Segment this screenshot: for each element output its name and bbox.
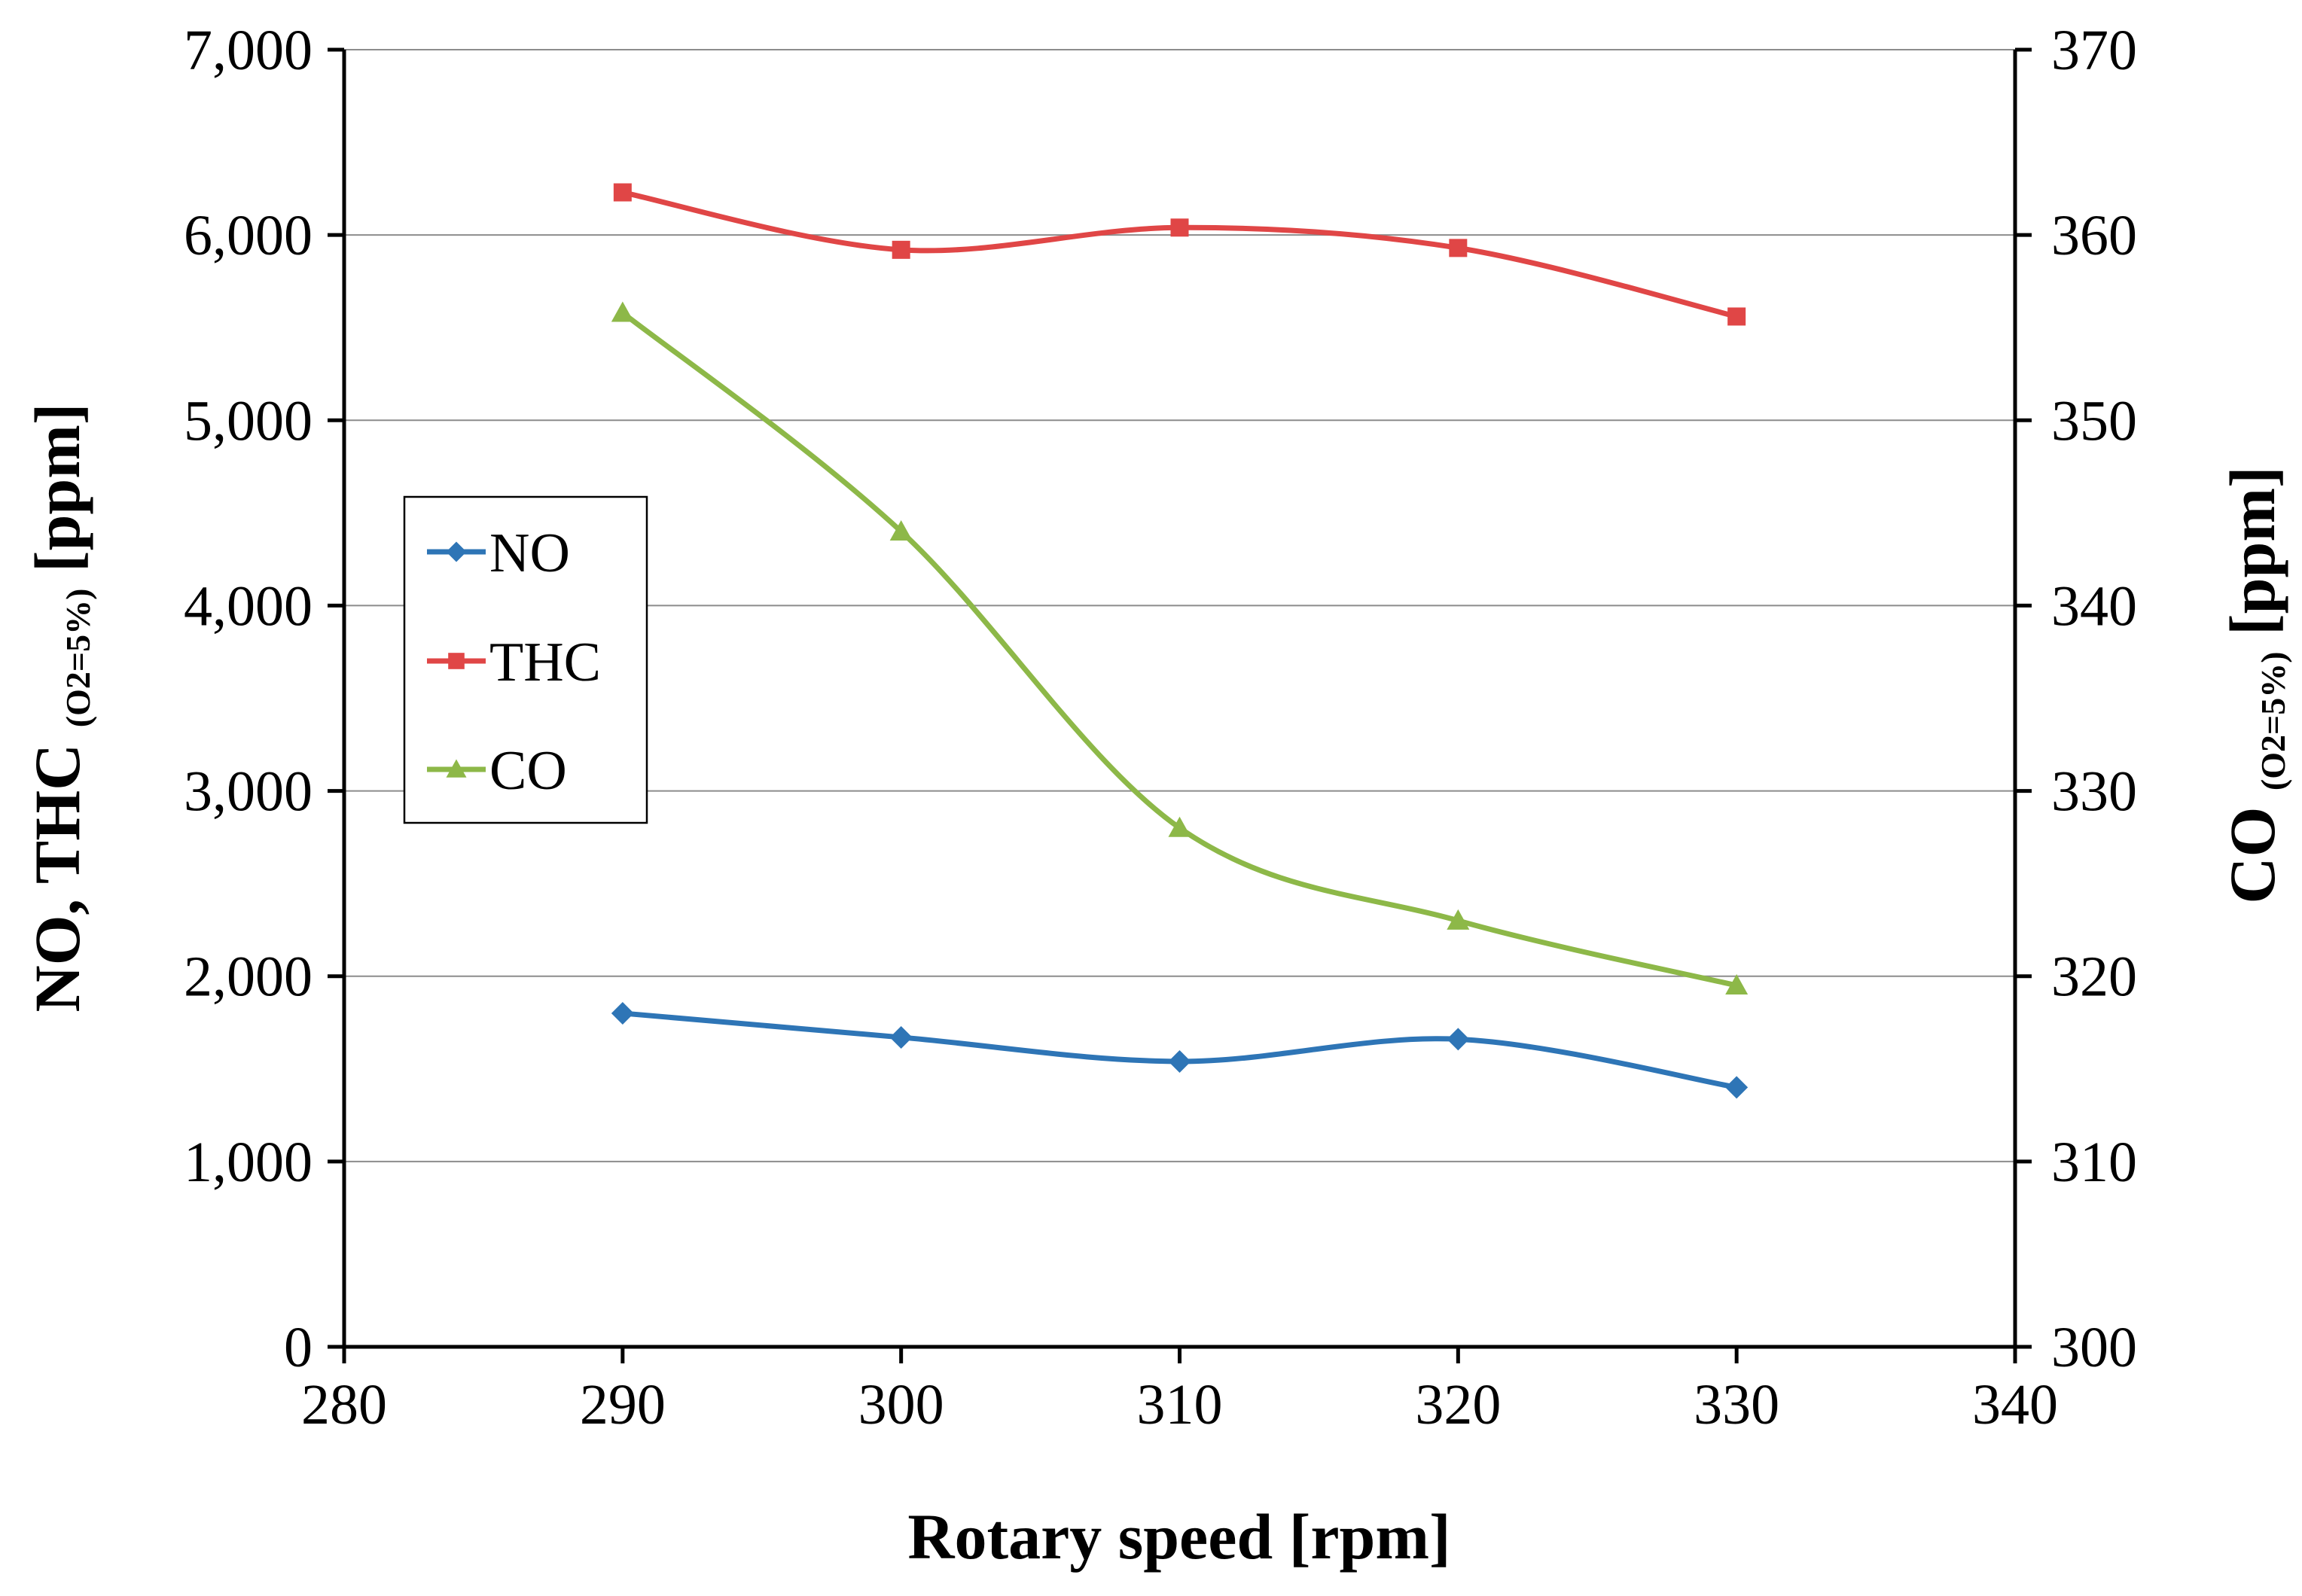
y2-axis-title: CO (O2=5%) [ppm] — [2216, 466, 2292, 903]
data-point-co — [611, 301, 634, 322]
y-tick-label: 5,000 — [184, 389, 313, 452]
y2-tick-label: 320 — [2051, 946, 2137, 1009]
data-point-no — [1168, 1049, 1191, 1073]
tick-labels: 01,0002,0003,0004,0005,0006,0007,0003003… — [184, 19, 2137, 1436]
x-tick-label: 310 — [1137, 1373, 1223, 1436]
x-tick-label: 300 — [858, 1373, 944, 1436]
legend-label-co: CO — [489, 740, 567, 802]
data-point-no — [611, 1001, 634, 1025]
data-point-co — [1725, 974, 1749, 995]
y-tick-label: 4,000 — [184, 574, 313, 638]
legend: NO THC CO — [403, 495, 648, 824]
legend-label-no: NO — [489, 522, 570, 584]
x-tick-label: 340 — [1972, 1373, 2058, 1436]
data-point-co — [1447, 909, 1470, 930]
y2-tick-label: 360 — [2051, 204, 2137, 267]
series-co — [611, 301, 1749, 995]
x-tick-label: 320 — [1415, 1373, 1501, 1436]
y2-tick-label: 350 — [2051, 389, 2137, 452]
data-point-co — [889, 519, 913, 541]
series-thc — [613, 183, 1746, 326]
y2-tick-label: 340 — [2051, 574, 2137, 638]
svg-text:NO, THC (O2=5%) [ppm]: NO, THC (O2=5%) [ppm] — [21, 403, 97, 1012]
y-axis-title: NO, THC (O2=5%) [ppm] — [21, 403, 97, 1012]
y-tick-label: 1,000 — [184, 1131, 313, 1194]
y2-tick-label: 370 — [2051, 19, 2137, 82]
legend-item-thc: THC — [427, 632, 601, 693]
svg-text:CO (O2=5%) [ppm]: CO (O2=5%) [ppm] — [2216, 466, 2292, 903]
legend-item-no: NO — [427, 522, 570, 584]
data-point-thc — [1727, 307, 1746, 326]
y2-axis-title-main: CO — [2216, 807, 2288, 904]
y-axis-title-main: NO, THC — [21, 744, 93, 1013]
series-no — [611, 1001, 1749, 1099]
legend-marker-co — [446, 759, 467, 778]
data-point-no — [889, 1025, 913, 1049]
data-point-co — [1168, 816, 1191, 837]
y-tick-label: 6,000 — [184, 204, 313, 267]
legend-label-thc: THC — [489, 632, 601, 693]
y2-axis-title-subscript: (O2=5%) — [2254, 651, 2292, 790]
legend-marker-thc — [448, 653, 465, 669]
series-line-co — [620, 310, 1737, 988]
series-group — [611, 183, 1749, 1099]
axes — [328, 47, 2032, 1363]
y2-axis-title-unit: [ppm] — [2216, 466, 2288, 635]
y-tick-label: 3,000 — [184, 760, 313, 824]
x-axis-title: Rotary speed [rpm] — [907, 1500, 1450, 1573]
y-axis-title-subscript: (O2=5%) — [59, 589, 97, 728]
x-tick-label: 290 — [580, 1373, 666, 1436]
y2-tick-label: 330 — [2051, 760, 2137, 824]
data-point-thc — [1449, 239, 1468, 257]
x-tick-label: 280 — [301, 1373, 387, 1436]
data-point-thc — [613, 183, 632, 202]
y-axis-title-unit: [ppm] — [21, 403, 93, 572]
data-point-thc — [892, 240, 910, 259]
y-tick-label: 2,000 — [184, 946, 313, 1009]
legend-item-co: CO — [427, 740, 567, 802]
y-tick-label: 0 — [284, 1316, 313, 1379]
y2-tick-label: 310 — [2051, 1131, 2137, 1194]
y2-tick-label: 300 — [2051, 1316, 2137, 1379]
x-tick-label: 330 — [1694, 1373, 1779, 1436]
y-tick-label: 7,000 — [184, 19, 313, 82]
data-point-no — [1725, 1076, 1749, 1099]
legend-marker-no — [446, 541, 467, 562]
data-point-no — [1447, 1028, 1470, 1051]
data-point-thc — [1170, 218, 1189, 237]
